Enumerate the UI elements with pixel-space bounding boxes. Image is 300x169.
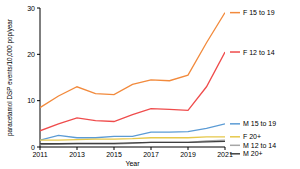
y-tick-label: 30 — [27, 5, 35, 12]
x-tick-label: 2015 — [106, 151, 122, 158]
series-line — [40, 137, 225, 140]
legend-label: M 20+ — [243, 150, 263, 157]
x-axis — [40, 147, 225, 148]
y-tick-label: 0 — [31, 144, 35, 151]
legend: F 15 to 19 F 12 to 14 M 15 to 19 F 20+ M 12 … — [230, 9, 276, 157]
legend-label: M 12 to 14 — [243, 142, 276, 149]
series-line — [40, 52, 225, 131]
chart: 0102030201120132015201720192021Yearparac… — [0, 0, 300, 169]
series-line — [40, 13, 225, 108]
y-axis-title: paracetamol DSP events/10,000 pop/year — [6, 19, 14, 136]
series-line — [40, 141, 225, 143]
legend-label: M 15 to 19 — [243, 120, 276, 127]
legend-swatch — [230, 153, 240, 155]
legend-swatch — [230, 12, 240, 14]
x-axis-title: Year — [125, 160, 140, 167]
x-tick-label: 2011 — [32, 151, 47, 158]
x-tick-label: 2019 — [180, 151, 196, 158]
series-line — [40, 124, 225, 140]
y-axis — [40, 8, 41, 147]
series-line — [40, 140, 225, 145]
x-tick-label: 2017 — [143, 151, 159, 158]
legend-swatch — [230, 145, 240, 147]
legend-swatch — [230, 123, 240, 125]
legend-swatch — [230, 136, 240, 138]
legend-label: F 20+ — [243, 133, 261, 140]
y-tick-label: 10 — [27, 97, 35, 104]
legend-label: F 12 to 14 — [243, 49, 275, 56]
legend-label: F 15 to 19 — [243, 9, 275, 16]
x-tick-label: 2013 — [69, 151, 85, 158]
y-tick-label: 20 — [27, 51, 35, 58]
legend-swatch — [230, 51, 240, 53]
plot-lines — [40, 13, 225, 145]
